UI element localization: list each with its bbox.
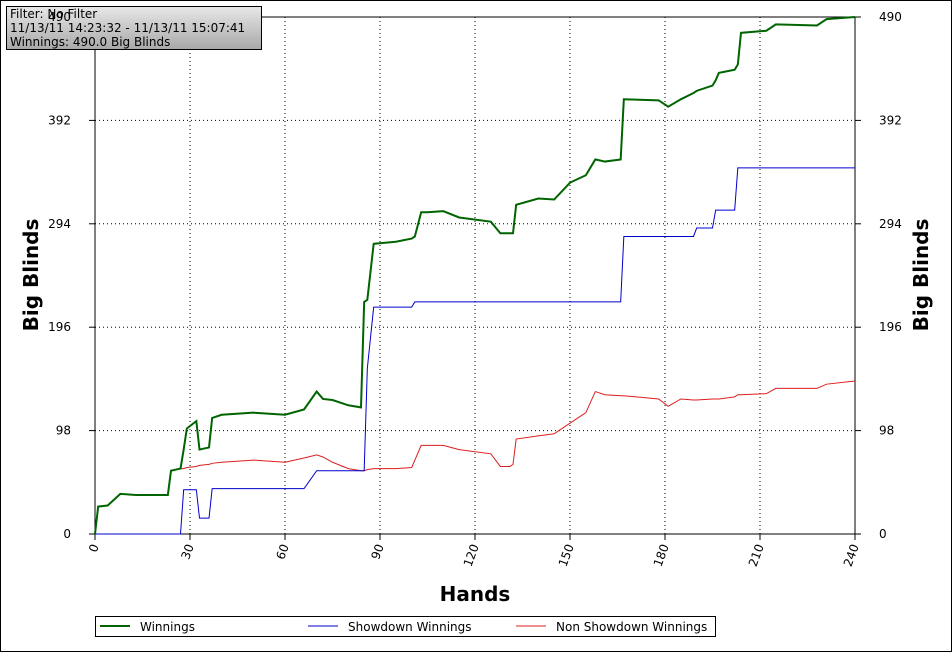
series-line bbox=[94, 16, 856, 535]
y2-tick-label: 392 bbox=[879, 113, 902, 127]
y-tick-label: 98 bbox=[56, 424, 71, 438]
info-box: Filter: No Filter 11/13/11 14:23:32 - 11… bbox=[6, 6, 262, 50]
y2-tick-label: 490 bbox=[879, 10, 902, 24]
series-line bbox=[94, 380, 856, 535]
legend-label: Winnings bbox=[140, 620, 195, 634]
info-range: 11/13/11 14:23:32 - 11/13/11 15:07:41 bbox=[10, 21, 245, 35]
y-tick-label: 196 bbox=[48, 320, 71, 334]
info-winnings: Winnings: 490.0 Big Blinds bbox=[10, 35, 170, 49]
x-tick-label: 0 bbox=[86, 542, 102, 554]
series-line bbox=[95, 167, 855, 535]
info-background bbox=[6, 6, 262, 50]
x-tick-label: 30 bbox=[178, 542, 196, 561]
y2-tick-label: 294 bbox=[879, 217, 902, 231]
x-tick-label: 60 bbox=[273, 542, 291, 561]
y2-tick-label: 98 bbox=[879, 424, 894, 438]
x-tick-label: 90 bbox=[368, 542, 386, 561]
plot-area bbox=[89, 16, 861, 540]
x-axis-title: Hands bbox=[440, 582, 511, 606]
y-tick-label: 490 bbox=[48, 10, 71, 24]
y2-axis-title: Big Blinds bbox=[909, 219, 933, 332]
y-tick-label: 0 bbox=[63, 527, 71, 541]
y2-tick-label: 0 bbox=[879, 527, 887, 541]
y-tick-label: 392 bbox=[48, 113, 71, 127]
legend-label: Showdown Winnings bbox=[348, 620, 472, 634]
info-filter: Filter: No Filter bbox=[10, 7, 97, 21]
y-tick-label: 294 bbox=[48, 217, 71, 231]
y-axis-title: Big Blinds bbox=[19, 219, 43, 332]
legend-label: Non Showdown Winnings bbox=[556, 620, 707, 634]
legend bbox=[95, 616, 716, 637]
y2-tick-label: 196 bbox=[879, 320, 902, 334]
